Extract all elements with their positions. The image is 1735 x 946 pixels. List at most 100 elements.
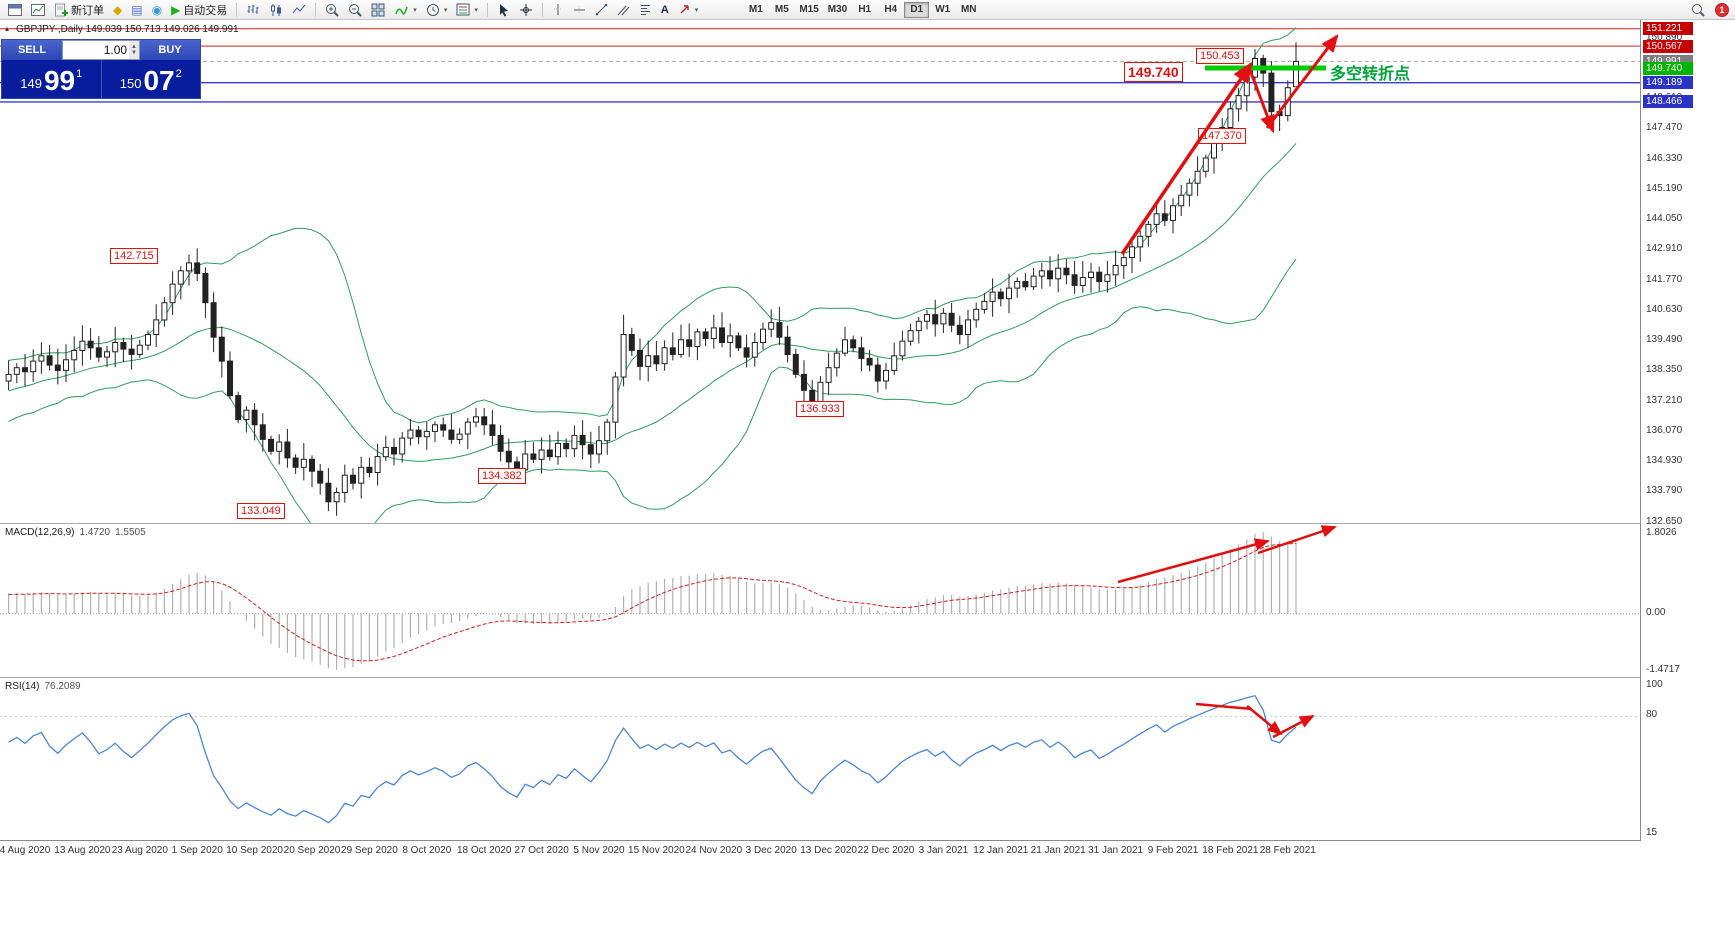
profiles-icon[interactable]: [27, 1, 49, 19]
toolbar-separator: [541, 2, 543, 17]
toolbar-separator: [486, 2, 488, 17]
fibonacci-icon[interactable]: [635, 1, 656, 19]
timeframe-group: M1 M5 M15 M30 H1 H4 D1 W1 MN: [743, 1, 981, 18]
price-axis-label: 134.930: [1646, 455, 1683, 467]
vertical-line-icon[interactable]: [548, 1, 568, 19]
arrow-tool-icon[interactable]: ▾: [674, 1, 703, 19]
price-annotation[interactable]: 133.049: [237, 503, 285, 519]
macd-signal-line: [8, 542, 1297, 662]
macd-label: MACD(12,26,9) 1.4720 1.5505: [5, 527, 146, 538]
bar-chart-icon[interactable]: [242, 1, 264, 19]
price-annotation[interactable]: 134.382: [478, 468, 526, 484]
rsi-indicator-canvas[interactable]: [0, 677, 1640, 840]
date-axis-label: 15 Nov 2020: [628, 845, 685, 856]
tf-mn[interactable]: MN: [960, 4, 977, 15]
date-axis-label: 28 Feb 2021: [1259, 845, 1316, 856]
sell-price[interactable]: 149 99 1: [20, 65, 83, 96]
price-annotation[interactable]: 136.933: [796, 401, 844, 417]
buy-button[interactable]: BUY: [140, 40, 200, 60]
price-level-badge: 149.189: [1643, 76, 1693, 90]
periods-icon[interactable]: ▾: [422, 1, 452, 19]
tf-m1[interactable]: M1: [748, 4, 763, 15]
trade-panel-divider: [100, 60, 102, 98]
tf-m30[interactable]: M30: [827, 4, 848, 15]
search-icon[interactable]: [1687, 1, 1709, 19]
autotrading-play-icon: ▶: [171, 2, 181, 17]
sell-button[interactable]: SELL: [2, 40, 62, 60]
rsi-line: [8, 694, 1297, 824]
crosshair-icon[interactable]: [515, 1, 537, 19]
tf-w1[interactable]: W1: [935, 4, 951, 15]
date-axis-label: 4 Aug 2020: [0, 845, 51, 856]
alert-badge[interactable]: 1: [1715, 2, 1729, 17]
horizontal-line-icon[interactable]: [569, 1, 590, 19]
new-order-icon: [55, 3, 68, 16]
tf-h1[interactable]: H1: [858, 4, 872, 15]
channel-icon[interactable]: [613, 1, 634, 19]
horizontal-level-lines[interactable]: [0, 28, 1640, 103]
price-axis-label: 133.790: [1646, 485, 1683, 497]
rsi-scale-min: 15: [1646, 827, 1658, 838]
green-marker-line[interactable]: [1205, 65, 1326, 71]
zoom-in-icon[interactable]: [321, 1, 343, 19]
date-axis-label: 1 Sep 2020: [171, 845, 223, 856]
candlestick-icon[interactable]: [265, 1, 287, 19]
tf-h4[interactable]: H4: [884, 4, 898, 15]
cursor-icon[interactable]: [493, 1, 514, 19]
rsi-label: RSI(14) 76.2089: [5, 681, 81, 692]
templates-icon[interactable]: ▾: [452, 1, 482, 19]
date-axis-label: 3 Jan 2021: [918, 845, 969, 856]
market-watch-icon[interactable]: ◆: [113, 2, 123, 17]
bollinger-bands: [8, 27, 1297, 559]
autotrading-button[interactable]: ▶ 自动交易: [167, 1, 231, 19]
price-axis[interactable]: 150.890149.750148.610147.470146.330145.1…: [1640, 20, 1735, 841]
price-axis-label: 139.490: [1646, 334, 1683, 346]
zoom-out-icon[interactable]: [344, 1, 366, 19]
price-level-badge: 150.567: [1643, 39, 1693, 53]
macd-indicator-canvas[interactable]: [0, 523, 1640, 677]
navigator-icon[interactable]: ◉: [151, 2, 163, 17]
indicators-icon[interactable]: ▾: [390, 1, 421, 19]
chart-window-icon[interactable]: [4, 1, 26, 19]
date-axis-label: 31 Jan 2021: [1088, 845, 1144, 856]
price-axis-label: 132.650: [1646, 515, 1683, 527]
tf-m5[interactable]: M5: [774, 4, 789, 15]
tf-m15[interactable]: M15: [799, 4, 819, 15]
rsi-scale-level: 80: [1646, 709, 1658, 721]
oneclick-collapse-icon[interactable]: ▴: [5, 24, 10, 33]
price-chart-canvas[interactable]: [0, 20, 1640, 559]
volume-spinner[interactable]: ▲ ▼: [129, 41, 139, 59]
date-axis-label: 22 Dec 2020: [857, 845, 915, 856]
price-level-badge: 149.740: [1643, 61, 1693, 75]
tf-d1[interactable]: D1: [904, 1, 930, 18]
text-icon[interactable]: A: [660, 3, 669, 16]
price-annotation[interactable]: 147.370: [1198, 128, 1246, 144]
buy-price[interactable]: 150 07 2: [119, 65, 182, 96]
line-chart-icon[interactable]: [288, 1, 310, 19]
price-axis-label: 141.770: [1646, 273, 1683, 285]
toolbar-separator: [236, 2, 238, 17]
price-axis-label: 136.070: [1646, 424, 1683, 436]
data-window-icon[interactable]: ▤: [131, 2, 143, 17]
date-axis-label: 21 Jan 2021: [1030, 845, 1086, 856]
price-annotation[interactable]: 150.453: [1196, 48, 1244, 64]
price-annotation[interactable]: 142.715: [110, 248, 158, 264]
macd-scale-zero: 0.00: [1646, 606, 1666, 618]
volume-input[interactable]: 1.00 ▲ ▼: [62, 40, 140, 60]
symbol-ohlc-label: GBPJPY-,Daily 149.039 150.713 149.026 14…: [16, 24, 239, 35]
time-axis[interactable]: 4 Aug 2020 13 Aug 2020 23 Aug 2020 1 Sep 20…: [0, 840, 1735, 862]
tile-windows-icon[interactable]: [367, 1, 389, 19]
date-axis-label: 18 Feb 2021: [1202, 845, 1259, 856]
price-annotation[interactable]: 149.740: [1124, 62, 1183, 82]
price-level-badge: 151.221: [1643, 22, 1693, 36]
date-axis-label: 20 Sep 2020: [283, 845, 341, 856]
price-axis-label: 150.890: [1646, 31, 1683, 43]
trendline-icon[interactable]: [591, 1, 612, 19]
new-order-button[interactable]: 新订单: [50, 1, 108, 19]
price-axis-label: 146.330: [1646, 152, 1683, 164]
price-level-badge: 148.466: [1643, 95, 1693, 109]
turning-point-note[interactable]: 多空转折点: [1330, 66, 1411, 83]
volume-value: 1.00: [103, 43, 128, 57]
price-axis-label: 145.190: [1646, 182, 1683, 194]
